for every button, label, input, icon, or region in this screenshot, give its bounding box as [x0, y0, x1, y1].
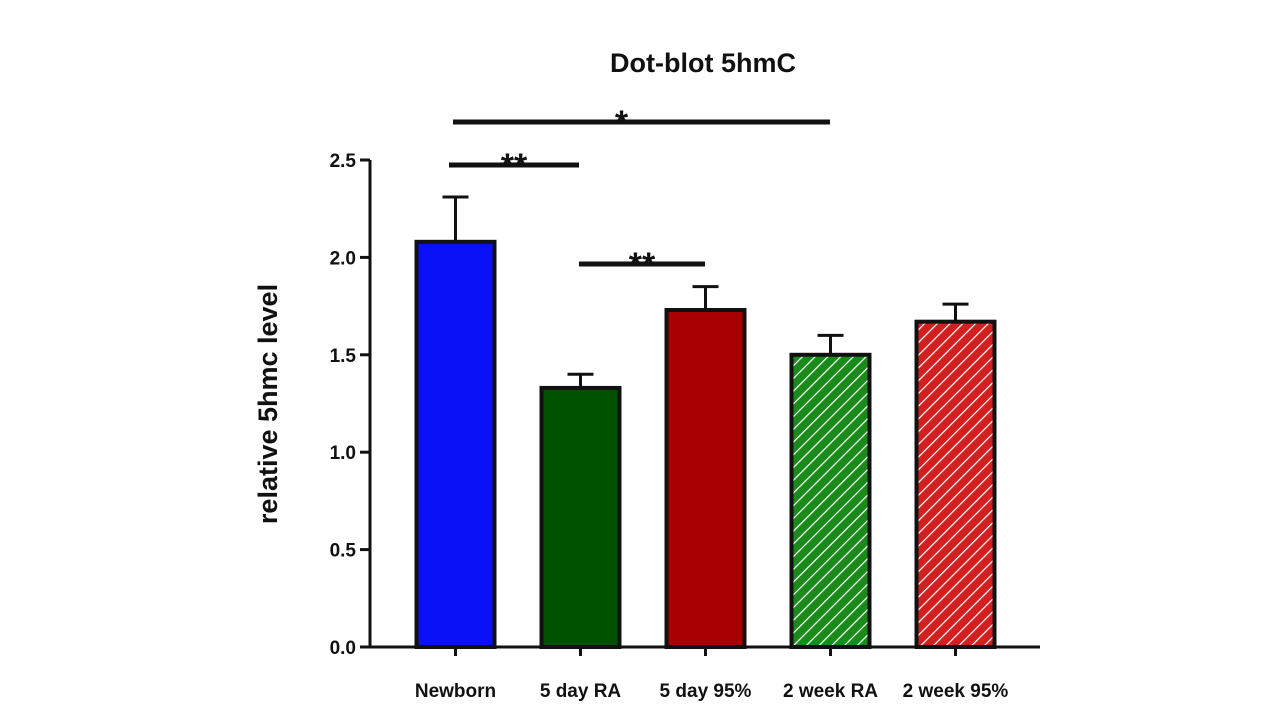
x-category-label: 5 day 95%: [660, 681, 752, 702]
bars: [414, 239, 997, 649]
error-bars: [442, 195, 969, 388]
significance-label: **: [501, 147, 528, 185]
y-tick-label: 0.0: [330, 638, 356, 659]
y-tick-label: 2.5: [330, 151, 357, 172]
x-category-label: 2 week 95%: [903, 681, 1009, 702]
x-category-label: Newborn: [415, 681, 496, 702]
significance-label: *: [615, 104, 629, 142]
y-tick-label: 0.5: [330, 541, 357, 562]
x-category-label: 2 week RA: [783, 681, 878, 702]
bar: [664, 307, 747, 649]
bar: [789, 352, 872, 649]
y-tick-label: 1.0: [330, 443, 356, 464]
significance-brackets: *****: [449, 104, 830, 284]
x-categories: Newborn 5 day RA 5 day 95% 2 week RA 2 week …: [415, 681, 1009, 702]
significance-label: **: [629, 246, 656, 284]
y-tick-label: 1.5: [330, 346, 357, 367]
x-category-label: 5 day RA: [540, 681, 622, 702]
y-tick-label: 2.0: [330, 248, 356, 269]
bar: [414, 239, 497, 649]
y-ticks: 0.0 0.5 1.0 1.5 2.0 2.5: [330, 151, 370, 659]
y-axis-label: relative 5hmc level: [253, 284, 283, 524]
bar: [914, 319, 997, 649]
chart-title: Dot-blot 5hmC: [610, 48, 796, 78]
bar: [539, 385, 622, 649]
